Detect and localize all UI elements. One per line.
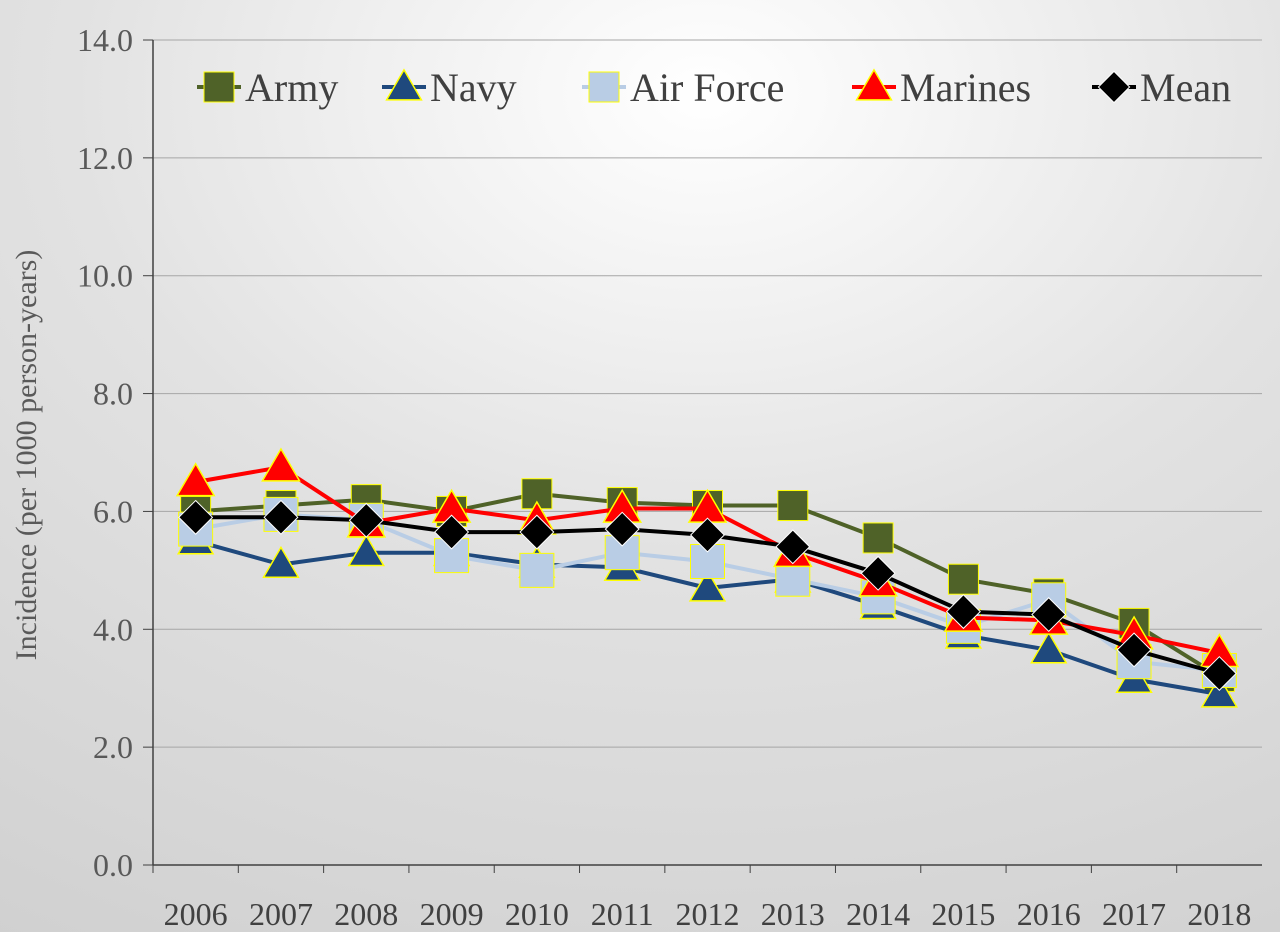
data-point-mean	[604, 511, 640, 547]
legend-label-navy: Navy	[430, 65, 517, 110]
legend-marker-army	[203, 71, 235, 103]
data-point-navy	[262, 545, 300, 579]
legend-label-mean: Mean	[1140, 65, 1231, 110]
legend-item-navy: Navy	[382, 65, 517, 110]
data-point-army	[862, 522, 894, 554]
x-tick-label: 2018	[1187, 896, 1251, 932]
legend-item-air-force: Air Force	[582, 65, 784, 110]
y-tick-label: 12.0	[77, 140, 133, 176]
data-point-air-force	[519, 552, 555, 588]
legend-marker-navy	[385, 68, 423, 101]
legend-item-mean: Mean	[1092, 65, 1231, 110]
x-tick-label: 2010	[505, 896, 569, 932]
data-point-mean	[775, 529, 811, 565]
x-tick-label: 2015	[931, 896, 995, 932]
data-point-navy	[1030, 631, 1068, 664]
data-point-army	[777, 490, 809, 522]
x-tick-label: 2013	[761, 896, 825, 932]
data-point-mean	[519, 514, 555, 550]
y-tick-label: 4.0	[93, 611, 133, 647]
x-tick-label: 2014	[846, 896, 910, 932]
data-point-mean	[860, 555, 896, 591]
legend-marker-marines	[855, 68, 893, 101]
legend: Army Navy Air Force Marines Mean	[197, 65, 1231, 110]
legend-label-marines: Marines	[900, 65, 1031, 110]
x-tick-label: 2011	[591, 896, 654, 932]
data-point-mean	[689, 517, 726, 553]
legend-marker-mean	[1097, 70, 1131, 104]
data-point-marines	[261, 447, 301, 482]
y-tick-label: 2.0	[93, 729, 133, 765]
y-tick-label: 0.0	[93, 847, 133, 883]
x-tick-label: 2009	[420, 896, 484, 932]
legend-label-army: Army	[245, 65, 338, 110]
data-point-navy	[1200, 675, 1239, 708]
x-tick-label: 2016	[1017, 896, 1081, 932]
legend-item-army: Army	[197, 65, 338, 110]
data-point-mean	[1201, 655, 1237, 691]
x-tick-label: 2012	[676, 896, 740, 932]
data-point-marines	[175, 462, 216, 497]
data-point-mean	[1116, 632, 1152, 668]
data-point-navy	[347, 534, 385, 567]
data-point-mean	[1031, 597, 1067, 633]
data-point-mean	[348, 502, 384, 538]
legend-item-marines: Marines	[852, 65, 1031, 110]
y-tick-label: 6.0	[93, 493, 133, 529]
data-point-mean	[263, 499, 299, 535]
data-point-army	[947, 563, 979, 595]
x-tick-label: 2007	[249, 896, 313, 932]
y-tick-label: 8.0	[93, 376, 133, 412]
legend-label-air-force: Air Force	[630, 65, 784, 110]
axes: 0.0 2.0 4.0 6.0 8.0 10.0 12.0 14.0 2006 2007 2008 2…	[77, 22, 1262, 932]
data-point-mean	[945, 594, 981, 630]
data-point-mean	[434, 514, 470, 550]
y-axis-label: Incidence (per 1000 person-years)	[10, 250, 43, 661]
series-mean	[178, 499, 1237, 691]
series-group	[175, 447, 1240, 708]
legend-marker-air-force	[588, 71, 620, 103]
x-tick-label: 2006	[164, 896, 228, 932]
y-tick-label: 14.0	[77, 22, 133, 58]
x-tick-label: 2017	[1102, 896, 1166, 932]
data-point-mean	[178, 499, 214, 535]
data-point-air-force	[775, 561, 811, 597]
x-tick-label: 2008	[334, 896, 398, 932]
data-point-navy	[688, 569, 727, 602]
y-tick-label: 10.0	[77, 258, 133, 294]
